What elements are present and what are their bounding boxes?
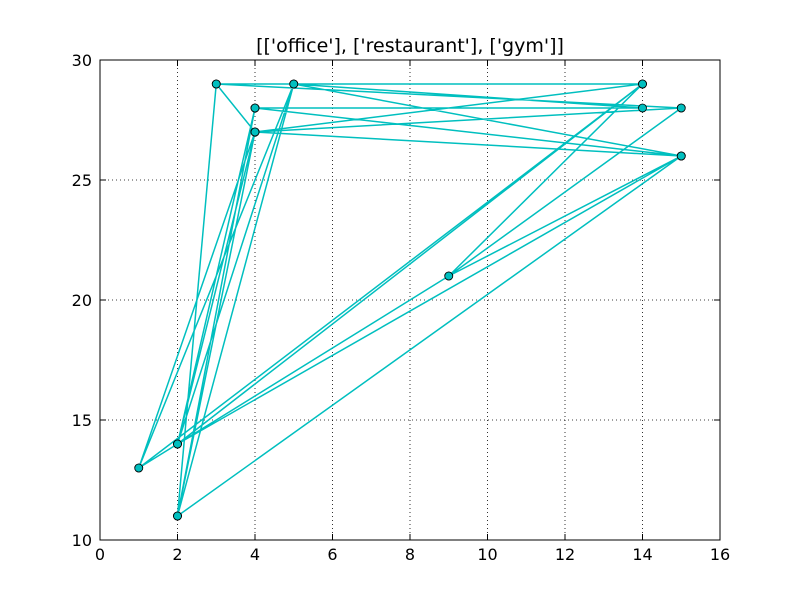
data-point-marker <box>250 127 260 137</box>
data-point-marker <box>676 103 686 113</box>
x-tick-label: 4 <box>250 545 260 564</box>
x-tick-label: 10 <box>477 545 497 564</box>
series-line <box>138 83 682 517</box>
x-tick-label: 2 <box>172 545 182 564</box>
y-tick-label: 20 <box>72 291 92 310</box>
data-point-marker <box>638 79 647 89</box>
data-point-marker <box>444 271 454 281</box>
axis-tick-labels: 0 2 4 6 8 10 12 14 16 10 15 20 25 30 <box>72 51 731 564</box>
x-tick-label: 12 <box>555 545 575 564</box>
x-tick-label: 8 <box>405 545 415 564</box>
x-tick-label: 0 <box>95 545 105 564</box>
data-point-marker <box>638 103 647 113</box>
x-tick-label: 6 <box>327 545 337 564</box>
axis-ticks <box>99 59 721 541</box>
x-tick-label: 14 <box>632 545 652 564</box>
data-point-marker <box>250 103 260 113</box>
data-point-marker <box>211 79 221 89</box>
data-point-marker <box>134 463 144 473</box>
data-point-marker <box>289 79 299 89</box>
x-tick-label: 16 <box>710 545 730 564</box>
chart-title: [['office'], ['restaurant'], ['gym']] <box>256 35 564 57</box>
data-series <box>134 79 686 521</box>
data-point-marker <box>173 511 182 521</box>
y-tick-label: 15 <box>72 411 92 430</box>
data-point-marker <box>676 151 686 161</box>
data-point-marker <box>173 439 182 449</box>
y-tick-label: 10 <box>72 531 92 550</box>
y-tick-label: 25 <box>72 171 92 190</box>
y-tick-label: 30 <box>72 51 92 70</box>
